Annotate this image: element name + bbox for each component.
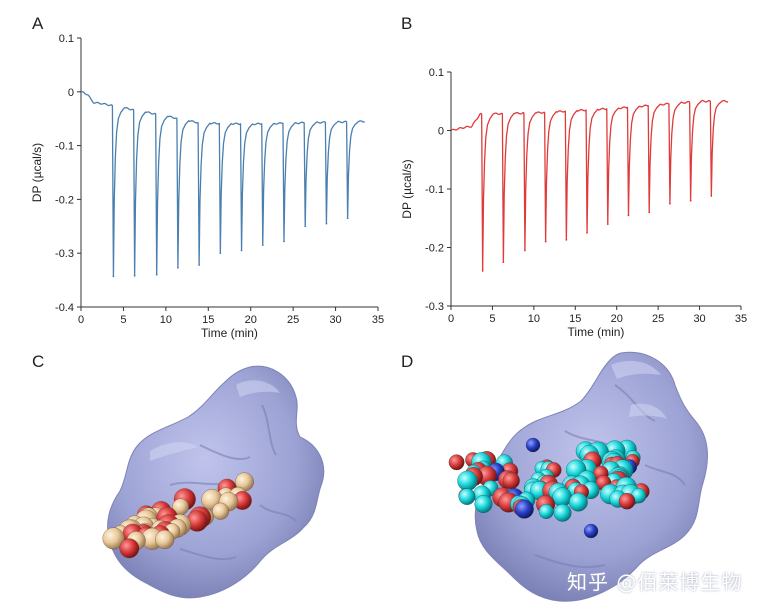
y-axis-title-b: DP (µcal/s) — [400, 159, 414, 218]
carbon-atom — [538, 504, 554, 519]
x-tick-label-b: 15 — [569, 313, 581, 325]
panel-label-a: A — [32, 14, 44, 33]
x-tick-label-b: 25 — [652, 313, 664, 325]
x-tick-label-a: 20 — [245, 314, 257, 326]
x-tick-label-b: 5 — [489, 313, 495, 325]
injection-peak-b — [689, 199, 692, 202]
injection-peak-a — [304, 225, 307, 228]
carbon-atom — [457, 470, 478, 492]
injection-peak-b — [481, 270, 484, 272]
x-axis-title-a: Time (min) — [201, 326, 258, 340]
injection-peak-b — [524, 249, 526, 252]
y-tick-label-a: 0.1 — [59, 33, 74, 45]
protein-surface-render-c — [102, 365, 325, 599]
dp-trace-b — [450, 99, 729, 272]
carbon-atom — [102, 527, 125, 550]
carbon-atom — [569, 492, 588, 512]
x-tick-label-a: 5 — [120, 314, 126, 326]
panel-label-b: B — [401, 14, 413, 33]
x-tick-label-a: 10 — [160, 314, 172, 326]
oxygen-atom — [502, 472, 520, 490]
x-tick-label-a: 35 — [372, 314, 384, 326]
carbon-atom — [553, 503, 572, 522]
oxygen-atom — [119, 538, 140, 559]
x-tick-label-b: 20 — [611, 313, 623, 325]
injection-peak-a — [325, 222, 328, 225]
x-tick-label-a: 15 — [202, 314, 214, 326]
carbon-atom — [458, 488, 476, 505]
x-tick-label-a: 30 — [329, 314, 341, 326]
ligand-c — [102, 472, 254, 559]
y-axis-title-a: DP (µcal/s) — [30, 143, 44, 202]
y-tick-label-a: -0.3 — [55, 248, 74, 260]
ligand-d — [448, 437, 650, 539]
panel-label-c: C — [32, 352, 45, 371]
itc-chart-b: 0.1 0 -0.1 -0.2 -0.3 0 5 10 15 20 25 30 35 Time (min)… — [400, 67, 747, 339]
injection-peak-b — [544, 240, 547, 243]
injection-peak-a — [346, 217, 349, 220]
panel-label-d: D — [401, 352, 414, 371]
itc-chart-a: 0.1 0 -0.1 -0.2 -0.3 -0.4 0 5 10 15 20 25 30 35 Time (… — [30, 33, 384, 340]
nitrogen-atom — [525, 437, 541, 453]
y-tick-label-a: 0 — [68, 87, 74, 99]
x-tick-label-a: 0 — [78, 314, 84, 326]
oxygen-atom — [618, 492, 636, 510]
y-tick-label-a: -0.2 — [55, 194, 74, 206]
y-tick-label-a: -0.1 — [55, 141, 74, 153]
injection-peak-b — [586, 231, 588, 234]
x-axis-title-b: Time (min) — [568, 325, 625, 339]
carbon-atom — [474, 495, 493, 513]
injection-peak-b — [669, 202, 671, 205]
x-tick-label-b: 35 — [735, 313, 747, 325]
protein-surface-c — [107, 365, 325, 599]
carbon-atom — [552, 487, 572, 507]
injection-peak-b — [648, 211, 651, 214]
y-tick-label-a: -0.4 — [55, 302, 74, 314]
y-tick-label-b: 0 — [438, 126, 444, 138]
injection-peak-b — [627, 214, 630, 217]
injection-peak-a — [198, 264, 201, 266]
protein-surface-render-d — [448, 351, 709, 602]
injection-peak-a — [283, 240, 285, 243]
nitrogen-atom — [514, 499, 534, 519]
oxygen-atom — [448, 454, 465, 471]
x-tick-label-b: 0 — [448, 313, 454, 325]
injection-peak-b — [710, 195, 713, 197]
injection-peak-a — [219, 252, 222, 255]
injection-peak-b — [502, 261, 505, 264]
injection-peak-a — [133, 274, 136, 277]
injection-peak-a — [155, 273, 158, 276]
injection-peak-a — [261, 244, 264, 247]
y-tick-label-b: -0.2 — [425, 243, 444, 255]
injection-peak-a — [177, 266, 179, 269]
y-tick-label-b: -0.1 — [425, 184, 444, 196]
injection-peak-a — [112, 275, 115, 278]
carbon-atom — [212, 502, 230, 520]
nitrogen-atom — [583, 523, 599, 539]
y-tick-label-b: -0.3 — [425, 301, 444, 313]
x-tick-label-b: 10 — [528, 313, 540, 325]
injection-peak-b — [565, 238, 568, 241]
x-tick-label-b: 30 — [693, 313, 705, 325]
x-tick-label-a: 25 — [287, 314, 299, 326]
carbon-atom — [155, 529, 175, 550]
injection-peak-b — [606, 223, 609, 226]
injection-peak-a — [240, 249, 243, 252]
y-tick-label-b: 0.1 — [429, 67, 444, 79]
watermark-text: 知乎 @佰莱博生物 — [567, 570, 743, 594]
dp-trace-a — [80, 91, 365, 277]
